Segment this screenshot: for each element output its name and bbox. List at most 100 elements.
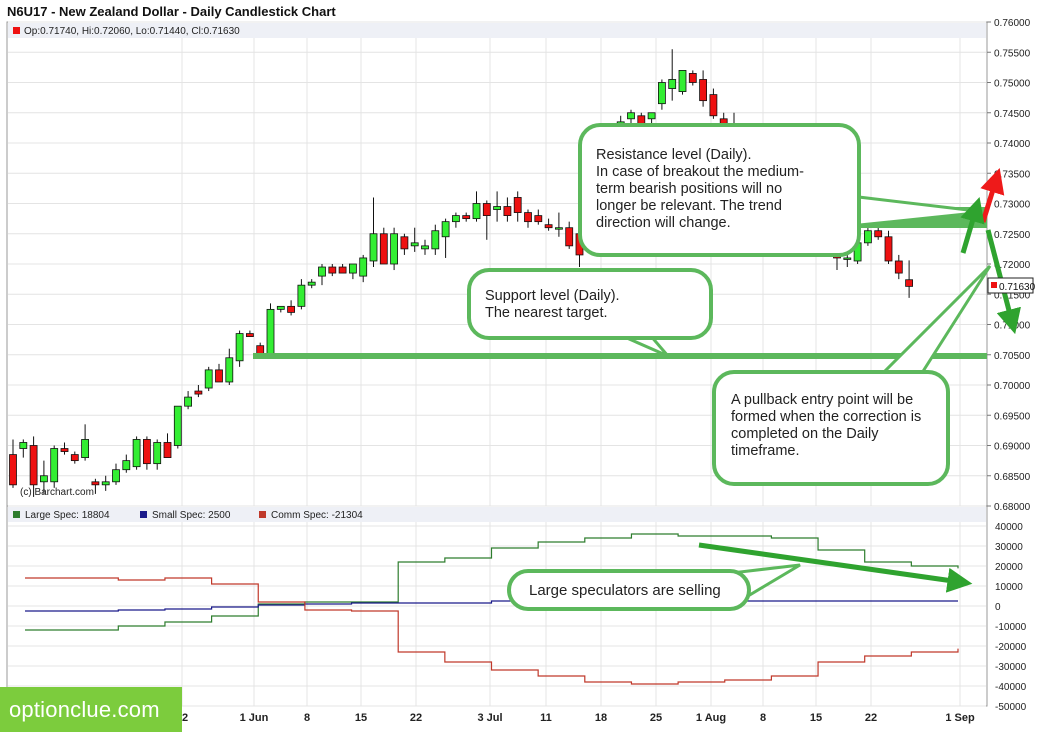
price-tick-label: 0.72500 (994, 230, 1031, 241)
candle-body (390, 233, 399, 265)
price-tick-label: 0.71500 (994, 290, 1031, 301)
cot-tick-label: -30000 (995, 662, 1027, 673)
price-tick-label: 0.71000 (994, 321, 1031, 332)
cot-tick-label: -50000 (995, 702, 1027, 713)
axes: 0.76000 0.75500 0.75000 0.74500 0.74000 0.735… (13, 18, 1031, 724)
candle-body (843, 257, 852, 260)
callout-text: longer be relevant. The trend (596, 198, 782, 214)
candle-body (565, 227, 574, 247)
callout-text: In case of breakout the medium- (596, 164, 804, 180)
candle-body (204, 369, 213, 389)
candle-body (472, 203, 481, 220)
cot-legend-label: Large Spec: 18804 (25, 510, 110, 521)
arrow-down-green (985, 229, 1021, 335)
price-tick-label: 0.74500 (994, 109, 1031, 120)
candle-body (421, 245, 429, 250)
candle-body (194, 390, 203, 395)
price-tick-label: 0.74000 (994, 139, 1031, 150)
price-tick-label: 0.76000 (994, 18, 1031, 29)
candle-body (122, 460, 131, 471)
candle-body (369, 233, 378, 262)
date-tick-label: 15 (355, 712, 367, 724)
price-tick-label: 0.75500 (994, 48, 1031, 59)
candle-body (266, 308, 275, 356)
candle-body (555, 227, 563, 230)
candle-body (905, 279, 913, 287)
cot-legend-swatch (140, 511, 147, 518)
cot-series-line (25, 577, 959, 685)
price-tick-label: 0.69000 (994, 442, 1031, 453)
cot-tick-label: -10000 (995, 622, 1027, 633)
callout-text: Support level (Daily). (485, 288, 620, 304)
arrow-selling-trend (698, 542, 973, 593)
cot-legend-label: Comm Spec: -21304 (271, 510, 363, 521)
candle-body (173, 405, 182, 446)
candle-body (359, 257, 368, 277)
candle-body (338, 266, 347, 274)
callout-speculators: Large speculators are selling (507, 569, 751, 611)
candle-body (534, 215, 543, 223)
date-tick-label: 11 (540, 712, 552, 724)
candle-body (91, 481, 100, 486)
candle-body (297, 284, 306, 307)
candle-body (874, 230, 883, 238)
date-tick-label: 1 Aug (696, 712, 726, 724)
price-tick-label: 0.70000 (994, 381, 1031, 392)
cot-legend-swatch (259, 511, 266, 518)
candle-body (668, 79, 677, 89)
candle-body (688, 73, 697, 83)
candle-body (60, 448, 69, 452)
candle-body (215, 369, 223, 383)
ohlc-legend-bar (8, 23, 986, 38)
date-tick-label: 1 Jun (240, 712, 269, 724)
candle-body (112, 469, 120, 483)
candle-body (235, 333, 244, 362)
candle-body (544, 224, 553, 229)
cot-legend-label: Small Spec: 2500 (152, 510, 231, 521)
candle-body (513, 197, 522, 213)
candle-body (410, 242, 419, 247)
candle-body (19, 442, 28, 449)
candle-body (709, 94, 718, 117)
candle-body (524, 212, 532, 223)
candle-body (503, 206, 512, 216)
candle-body (451, 215, 460, 223)
callout-text: timeframe. (731, 443, 800, 459)
date-tick-label: 3 Jul (477, 712, 502, 724)
ohlc-legend: Op:0.71740, Hi:0.72060, Lo:0.71440, Cl:0… (24, 26, 240, 37)
cot-tick-label: -40000 (995, 682, 1027, 693)
candle-body (627, 112, 635, 120)
candle-body (307, 281, 316, 286)
date-tick-label: 15 (810, 712, 822, 724)
price-tick-label: 0.68000 (994, 502, 1031, 513)
callout-text: completed on the Daily (731, 426, 879, 442)
candle-body (163, 442, 172, 459)
price-tick-label: 0.75000 (994, 79, 1031, 90)
cot-legend-swatch (13, 511, 20, 518)
ohlc-legend-swatch (13, 27, 20, 34)
cot-series-line (25, 533, 959, 631)
arrow-up-green (960, 197, 985, 254)
cot-tick-label: 40000 (995, 522, 1023, 533)
candle-body (50, 448, 59, 483)
candle-body (328, 266, 337, 274)
arrow-up-red (980, 168, 1005, 223)
candle-body (81, 439, 89, 459)
candle-body (225, 357, 234, 383)
candle-body (245, 333, 254, 338)
candle-body (101, 481, 110, 486)
cot-tick-label: -20000 (995, 642, 1027, 653)
candle-body (441, 221, 450, 238)
cot-series (25, 533, 959, 685)
candle-body (699, 79, 707, 102)
candle-body (29, 445, 38, 486)
candle-body (184, 396, 193, 407)
candle-body (884, 236, 893, 262)
candle-body (462, 215, 471, 220)
price-tick-label: 0.69500 (994, 411, 1031, 422)
candle-body (287, 305, 296, 313)
cot-tick-label: 30000 (995, 542, 1023, 553)
logo[interactable]: optionclue.com (0, 687, 182, 732)
candle-body (318, 266, 326, 277)
